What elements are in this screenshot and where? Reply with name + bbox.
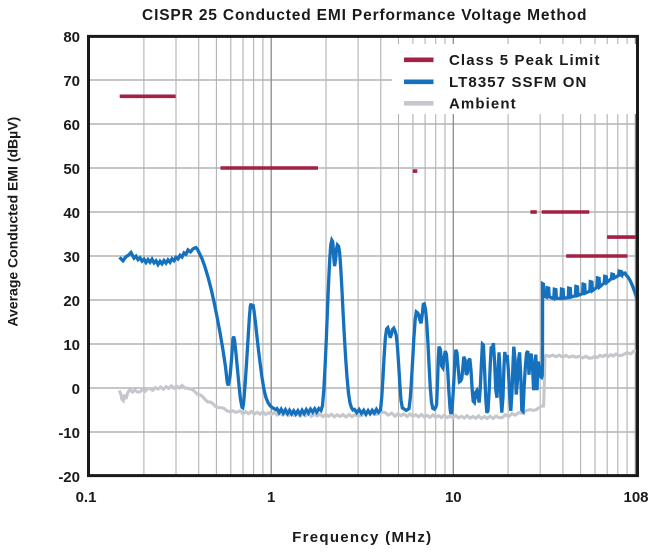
svg-text:10: 10 <box>63 337 80 354</box>
svg-text:-20: -20 <box>58 469 80 486</box>
svg-text:Average Conducted EMI (dBµV): Average Conducted EMI (dBµV) <box>4 117 20 327</box>
svg-text:Ambient: Ambient <box>449 96 517 113</box>
svg-text:80: 80 <box>63 29 80 46</box>
svg-text:10: 10 <box>445 489 462 506</box>
svg-text:20: 20 <box>63 293 80 310</box>
svg-text:70: 70 <box>63 73 80 90</box>
svg-text:50: 50 <box>63 161 80 178</box>
svg-text:0.1: 0.1 <box>76 489 97 506</box>
svg-text:CISPR 25 Conducted EMI Perform: CISPR 25 Conducted EMI Performance Volta… <box>142 7 587 24</box>
svg-text:40: 40 <box>63 205 80 222</box>
svg-text:60: 60 <box>63 117 80 134</box>
svg-text:1: 1 <box>267 489 275 506</box>
svg-text:Frequency (MHz): Frequency (MHz) <box>292 529 432 546</box>
svg-text:-10: -10 <box>58 425 80 442</box>
svg-text:108: 108 <box>623 489 648 506</box>
svg-text:Class 5 Peak Limit: Class 5 Peak Limit <box>449 52 601 69</box>
svg-text:0: 0 <box>72 381 80 398</box>
svg-text:30: 30 <box>63 249 80 266</box>
svg-text:LT8357 SSFM ON: LT8357 SSFM ON <box>449 74 587 91</box>
